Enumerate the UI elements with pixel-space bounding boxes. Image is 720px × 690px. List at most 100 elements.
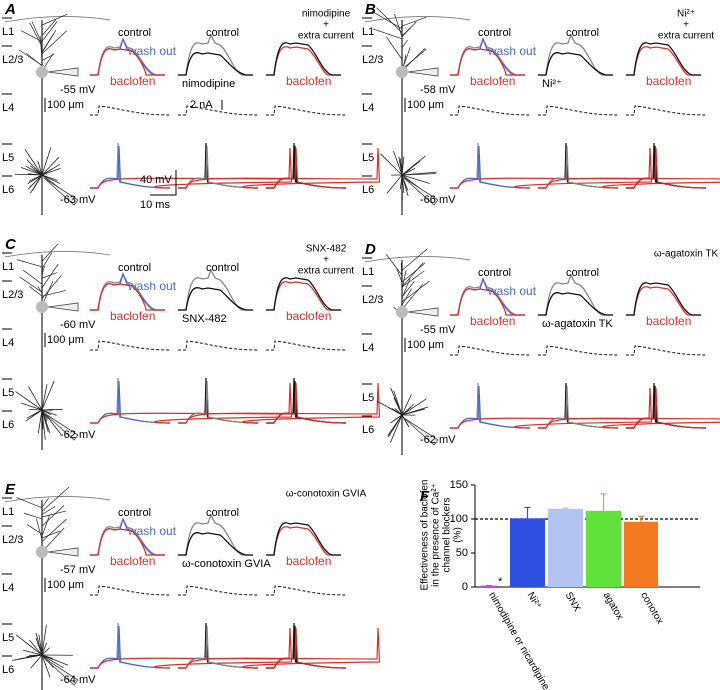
layer-label: L1 [2,26,14,38]
spike-trace [178,382,381,424]
trace-label: wash out [127,44,177,58]
voltage-trace [178,51,253,76]
basal-dendrite [30,654,43,669]
y-axis-label: (%) [453,527,464,543]
membrane-potential: -57 mV [60,564,96,576]
tuft-branch [41,272,58,279]
layer-label: L6 [362,424,374,436]
basal-dendrite [41,624,47,656]
basal-dendrite [401,160,421,176]
tuft-branch [401,280,415,297]
trace-label: nimodipine [182,78,235,90]
bar [586,510,621,587]
x-tick-label: agatox [601,590,626,622]
basal-dendrite [393,414,403,422]
trace-label: baclofen [110,309,155,323]
tuft-branch [401,16,427,27]
voltage-trace [626,42,701,76]
bar [624,521,658,587]
basal-dendrite [386,174,403,194]
trace-label: baclofen [286,74,331,88]
pia [364,16,471,23]
scale-label: 100 μm [407,339,444,351]
tuft-branch [19,277,43,293]
layer-label: L4 [362,342,374,354]
tuft-branch [23,269,43,285]
electrode [407,307,439,317]
tuft-branch [401,25,403,31]
trace-label: Ni²⁺ [542,78,562,90]
trace-label: control [118,27,151,39]
spike-trace [178,627,381,669]
trace-label: control [118,262,151,274]
basal-dendrite [401,174,430,184]
layer-label: L1 [362,266,374,278]
electrode [43,412,79,441]
voltage-trace [178,513,253,556]
y-tick-label: 0 [462,581,468,593]
membrane-potential: -63 mV [60,194,96,206]
basal-dendrite [41,647,50,656]
basal-dendrite [28,386,43,411]
electrode [407,67,439,77]
current-trace [626,105,707,116]
tuft-branch [41,252,53,269]
tuft-branch [401,262,424,288]
tuft-branch [386,254,403,276]
tuft-branch [41,497,50,508]
tuft-branch [376,7,403,33]
voltage-trace [266,281,341,311]
basal-dendrite [15,634,43,656]
tuft-branch [41,530,61,539]
spike-trace [266,627,347,669]
basal-dendrite [37,409,43,434]
tuft-branch [401,21,417,37]
voltage-trace [626,46,701,76]
trace-label: + [323,255,329,266]
layer-label: L6 [2,184,14,196]
basal-dendrite [401,394,412,416]
trace-label: control [566,27,599,39]
basal-dendrite [401,406,412,416]
layer-label: L1 [362,26,374,38]
layer-label: L5 [2,152,14,164]
spike-trace [450,147,653,189]
basal-dendrite [401,408,425,416]
voltage-trace [538,33,613,76]
voltage-trace [90,283,165,311]
basal-dendrite [14,173,43,176]
basal-dendrite [41,409,57,416]
electrode [43,177,79,206]
basal-dendrite [41,163,61,176]
trace-label: control [206,27,239,39]
basal-dendrite [12,654,43,661]
membrane-potential: -58 mV [420,84,456,96]
basal-dendrite [15,391,43,411]
basal-dendrite [27,174,43,184]
basal-dendrite [22,649,43,656]
trace-label: baclofen [470,314,515,328]
basal-dendrite [393,390,403,416]
spike-trace [266,147,347,189]
tuft-branch [41,21,58,42]
panel-label: B [365,1,376,18]
voltage-trace [178,531,253,556]
trace-label: extra current [298,31,354,42]
tuft-branch [41,275,62,299]
voltage-trace [450,288,525,316]
panel-label: D [365,241,376,258]
tuft-branch [401,288,413,306]
current-trace [90,340,171,351]
trace-label: + [323,20,329,31]
voltage-trace [626,286,701,316]
basal-dendrite [391,408,403,416]
basal-dendrite [401,168,416,176]
current-trace [90,585,171,596]
tuft-branch [41,510,67,518]
tuft-branch [371,11,403,30]
trace-label: control [566,267,599,279]
soma [36,301,48,313]
tuft-branch [401,262,426,283]
basal-dendrite [41,409,49,420]
spike-trace [538,145,619,189]
